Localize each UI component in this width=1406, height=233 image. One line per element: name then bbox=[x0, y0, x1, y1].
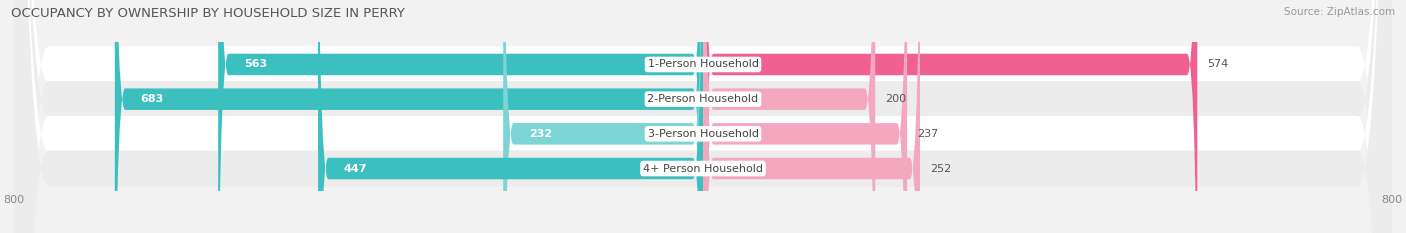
Text: 200: 200 bbox=[886, 94, 907, 104]
Text: OCCUPANCY BY OWNERSHIP BY HOUSEHOLD SIZE IN PERRY: OCCUPANCY BY OWNERSHIP BY HOUSEHOLD SIZE… bbox=[11, 7, 405, 20]
Text: 563: 563 bbox=[245, 59, 267, 69]
FancyBboxPatch shape bbox=[14, 0, 1392, 233]
FancyBboxPatch shape bbox=[703, 0, 907, 233]
FancyBboxPatch shape bbox=[218, 0, 703, 233]
FancyBboxPatch shape bbox=[14, 0, 1392, 233]
FancyBboxPatch shape bbox=[703, 0, 875, 233]
FancyBboxPatch shape bbox=[703, 0, 1198, 233]
Text: Source: ZipAtlas.com: Source: ZipAtlas.com bbox=[1284, 7, 1395, 17]
FancyBboxPatch shape bbox=[115, 0, 703, 233]
Text: 252: 252 bbox=[931, 164, 952, 174]
FancyBboxPatch shape bbox=[503, 0, 703, 233]
Text: 1-Person Household: 1-Person Household bbox=[648, 59, 758, 69]
Text: 237: 237 bbox=[918, 129, 939, 139]
Text: 3-Person Household: 3-Person Household bbox=[648, 129, 758, 139]
FancyBboxPatch shape bbox=[318, 0, 703, 233]
Text: 683: 683 bbox=[141, 94, 165, 104]
Text: 2-Person Household: 2-Person Household bbox=[647, 94, 759, 104]
Text: 4+ Person Household: 4+ Person Household bbox=[643, 164, 763, 174]
FancyBboxPatch shape bbox=[703, 0, 920, 233]
Text: 232: 232 bbox=[529, 129, 553, 139]
FancyBboxPatch shape bbox=[14, 0, 1392, 233]
Text: 574: 574 bbox=[1208, 59, 1229, 69]
Text: 447: 447 bbox=[344, 164, 367, 174]
FancyBboxPatch shape bbox=[14, 0, 1392, 233]
